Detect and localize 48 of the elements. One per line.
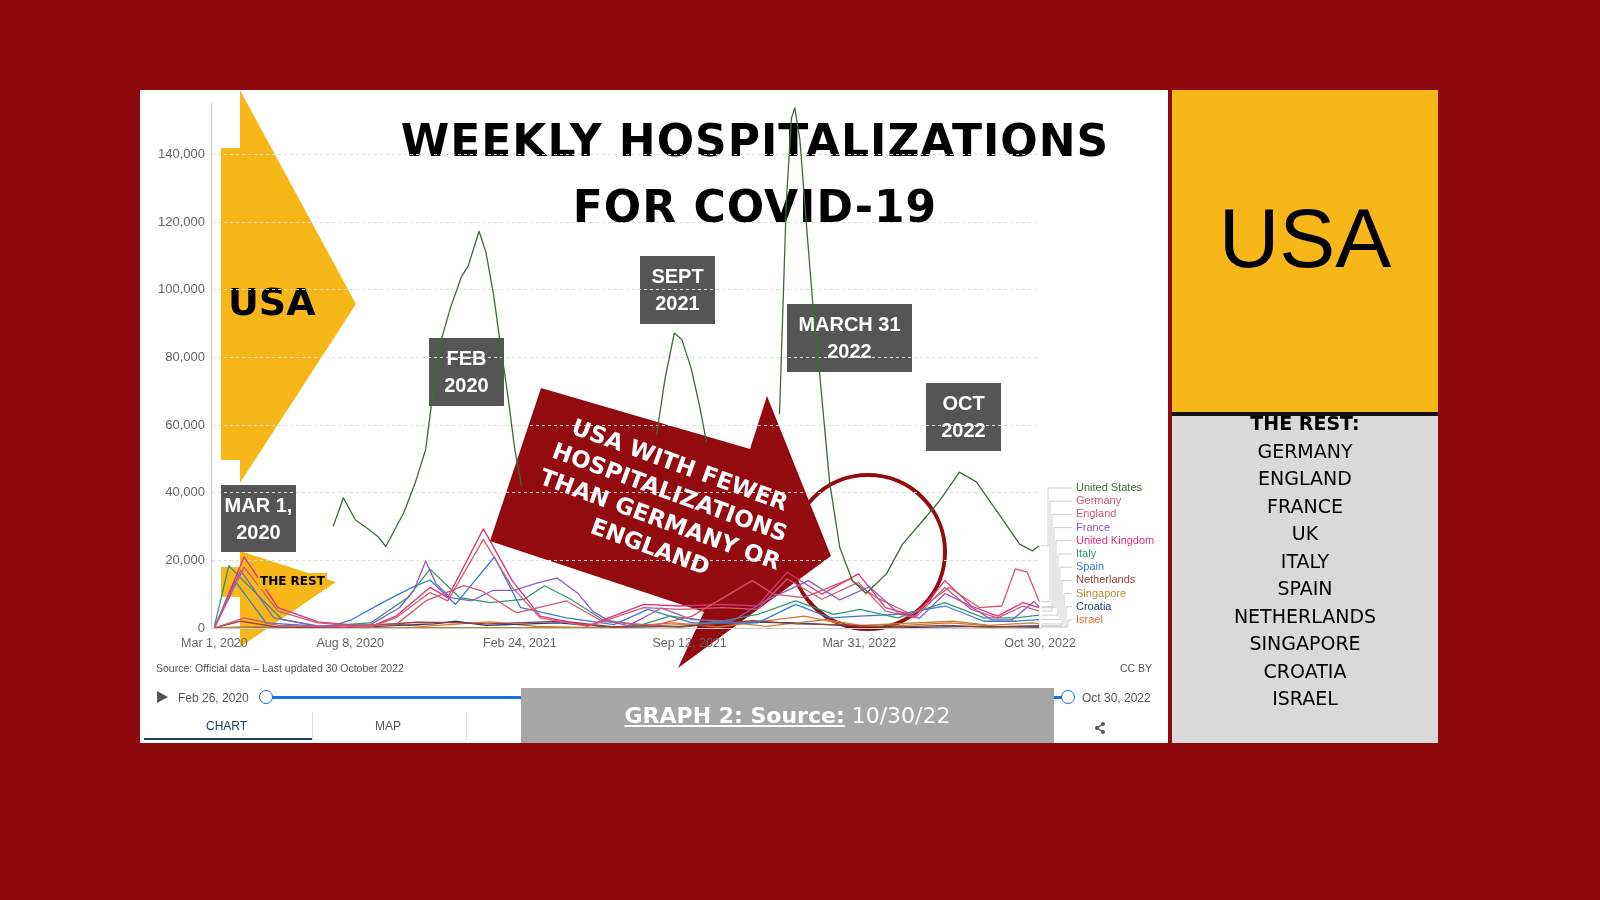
text: GERMANY [1256, 438, 1354, 464]
x-tick-label: Aug 8, 2020 [316, 635, 384, 650]
text: Israel [1076, 613, 1103, 626]
annotation: SEPT 2021 [640, 256, 715, 324]
source-note: Source: Official data – Last updated 30 October 2022 [156, 662, 404, 674]
y-tick-label: 100,000 [158, 281, 205, 297]
annotation: THE REST [258, 573, 327, 589]
text: THE REST: [1249, 411, 1361, 436]
annotation: FEB 2020 [429, 338, 504, 406]
text: USA [1217, 190, 1393, 287]
text: England [1076, 507, 1117, 520]
text: Italy [1076, 547, 1097, 560]
text: CHART [206, 719, 248, 733]
text: Singapore [1076, 586, 1127, 599]
caption: GRAPH 2: Source: 10/30/22 [521, 688, 1054, 743]
text: CROATIA [1262, 658, 1348, 684]
annotation: MAR 1, 2020 [221, 485, 296, 552]
x-tick-label: Mar 31, 2022 [822, 635, 897, 650]
annotation: OCT 2022 [926, 383, 1001, 451]
y-tick-label: 0 [197, 619, 205, 635]
text: UK [1290, 521, 1320, 546]
text: CC BY [1120, 662, 1153, 674]
text: ISRAEL [1271, 686, 1339, 711]
text: France [1076, 520, 1111, 533]
y-tick-label: 120,000 [158, 213, 205, 229]
text: Germany [1076, 494, 1122, 507]
text: SINGAPORE [1248, 631, 1362, 656]
text: Netherlands [1076, 573, 1136, 586]
x-tick-label: Oct 30, 2022 [1004, 635, 1076, 650]
text: MAP [375, 719, 402, 733]
text: Spain [1076, 560, 1105, 573]
text: United Kingdom [1076, 533, 1155, 546]
text: NETHERLANDS [1232, 603, 1378, 629]
annotation: USA [228, 280, 316, 324]
y-tick-label: 140,000 [158, 146, 205, 162]
y-tick-label: 60,000 [165, 416, 205, 432]
x-tick-label: Feb 24, 2021 [483, 635, 557, 650]
text: United States [1076, 481, 1143, 494]
text: SPAIN [1276, 576, 1334, 601]
text: Croatia [1076, 599, 1113, 612]
y-tick-label: 80,000 [165, 349, 205, 365]
text: Oct 30, 2022 [1082, 691, 1151, 705]
text: Feb 26, 2020 [178, 691, 249, 705]
text: ENGLAND [1257, 466, 1353, 491]
text: ITALY [1279, 548, 1331, 574]
text: FRANCE [1266, 493, 1344, 519]
y-tick-label: 40,000 [165, 484, 205, 500]
y-tick-label: 20,000 [165, 551, 205, 567]
